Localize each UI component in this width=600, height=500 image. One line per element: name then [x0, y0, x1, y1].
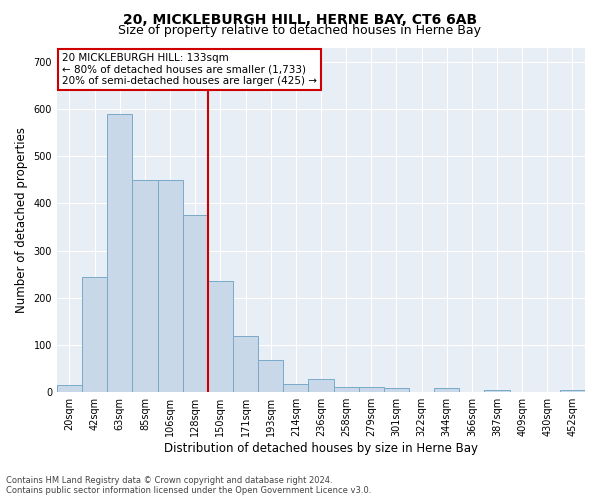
- Bar: [258, 360, 283, 392]
- Text: 20, MICKLEBURGH HILL, HERNE BAY, CT6 6AB: 20, MICKLEBURGH HILL, HERNE BAY, CT6 6AB: [123, 12, 477, 26]
- Bar: [133, 180, 158, 392]
- Bar: [107, 114, 133, 392]
- Bar: [560, 390, 585, 392]
- Y-axis label: Number of detached properties: Number of detached properties: [15, 127, 28, 313]
- Text: Contains HM Land Registry data © Crown copyright and database right 2024.
Contai: Contains HM Land Registry data © Crown c…: [6, 476, 371, 495]
- Bar: [57, 385, 82, 392]
- Bar: [283, 384, 308, 392]
- Bar: [334, 386, 359, 392]
- Text: Size of property relative to detached houses in Herne Bay: Size of property relative to detached ho…: [119, 24, 482, 37]
- X-axis label: Distribution of detached houses by size in Herne Bay: Distribution of detached houses by size …: [164, 442, 478, 455]
- Bar: [359, 388, 384, 392]
- Bar: [208, 281, 233, 392]
- Bar: [484, 390, 509, 392]
- Bar: [308, 379, 334, 392]
- Bar: [233, 336, 258, 392]
- Bar: [434, 388, 459, 392]
- Bar: [182, 215, 208, 392]
- Bar: [82, 276, 107, 392]
- Bar: [384, 388, 409, 392]
- Bar: [158, 180, 182, 392]
- Text: 20 MICKLEBURGH HILL: 133sqm
← 80% of detached houses are smaller (1,733)
20% of : 20 MICKLEBURGH HILL: 133sqm ← 80% of det…: [62, 52, 317, 86]
